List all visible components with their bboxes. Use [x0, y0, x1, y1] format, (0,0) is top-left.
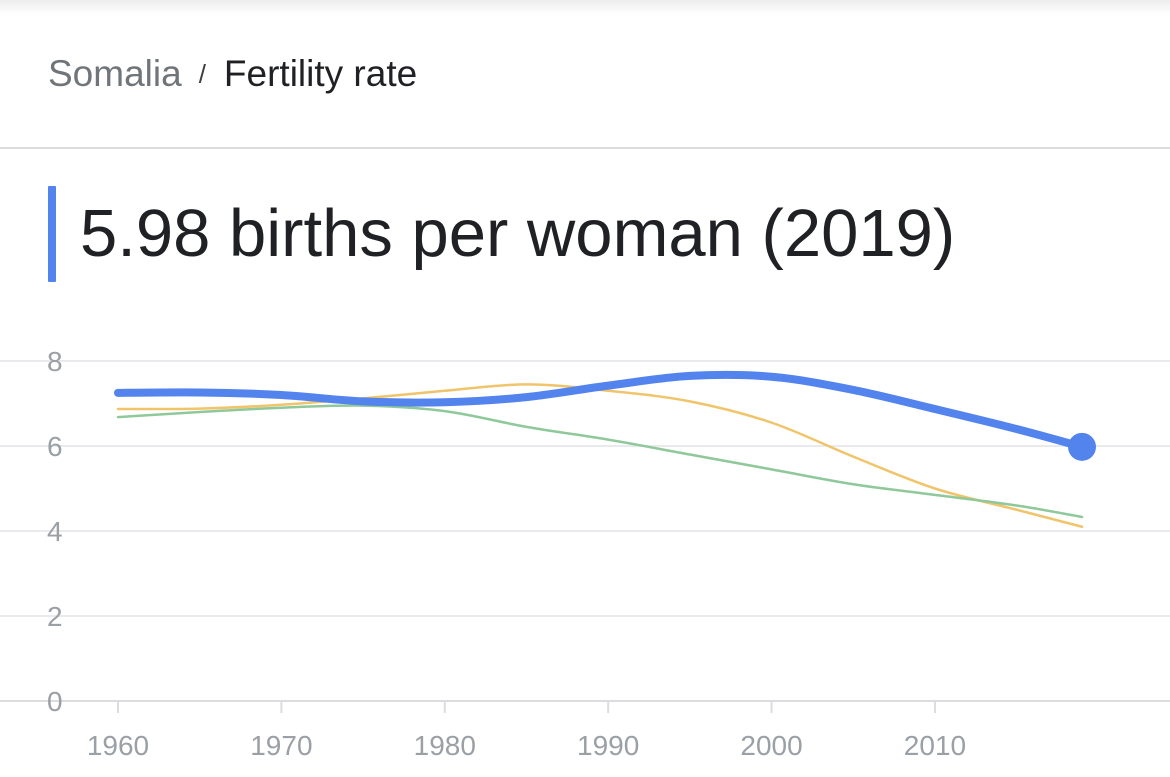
top-shadow: [0, 0, 1170, 14]
breadcrumb-country[interactable]: Somalia: [48, 53, 182, 94]
x-tick-label: 2000: [740, 730, 802, 761]
headline-accent-bar: [48, 186, 56, 282]
y-tick-label: 6: [47, 431, 63, 462]
y-tick-label: 8: [47, 346, 63, 377]
series-layer: [114, 370, 1096, 528]
y-tick-label: 0: [47, 686, 63, 717]
comparison-series-line: [116, 404, 1084, 519]
primary-series-line: [114, 370, 1086, 451]
breadcrumb-current: Fertility rate: [223, 53, 418, 94]
x-tick-label: 1980: [414, 730, 476, 761]
y-tick-label: 2: [47, 601, 63, 632]
y-tick-label: 4: [47, 516, 63, 547]
header-divider: [0, 147, 1170, 149]
breadcrumb-separator: /: [198, 59, 206, 89]
latest-value-point[interactable]: [1068, 432, 1096, 461]
x-tick-label: 2010: [904, 730, 966, 761]
x-tick-label: 1990: [577, 730, 639, 761]
headline-value: 5.98 births per woman (2019): [80, 196, 956, 271]
x-tick-label: 1960: [87, 730, 149, 761]
comparison-series-line: [116, 383, 1084, 528]
tick-layer: 0 2 4 6 8 1960 1970 1980 1990 2000 2010: [47, 346, 966, 761]
grid-layer: [0, 360, 1170, 702]
breadcrumb: Somalia / Fertility rate: [48, 52, 417, 99]
x-tick-label: 1970: [250, 730, 312, 761]
